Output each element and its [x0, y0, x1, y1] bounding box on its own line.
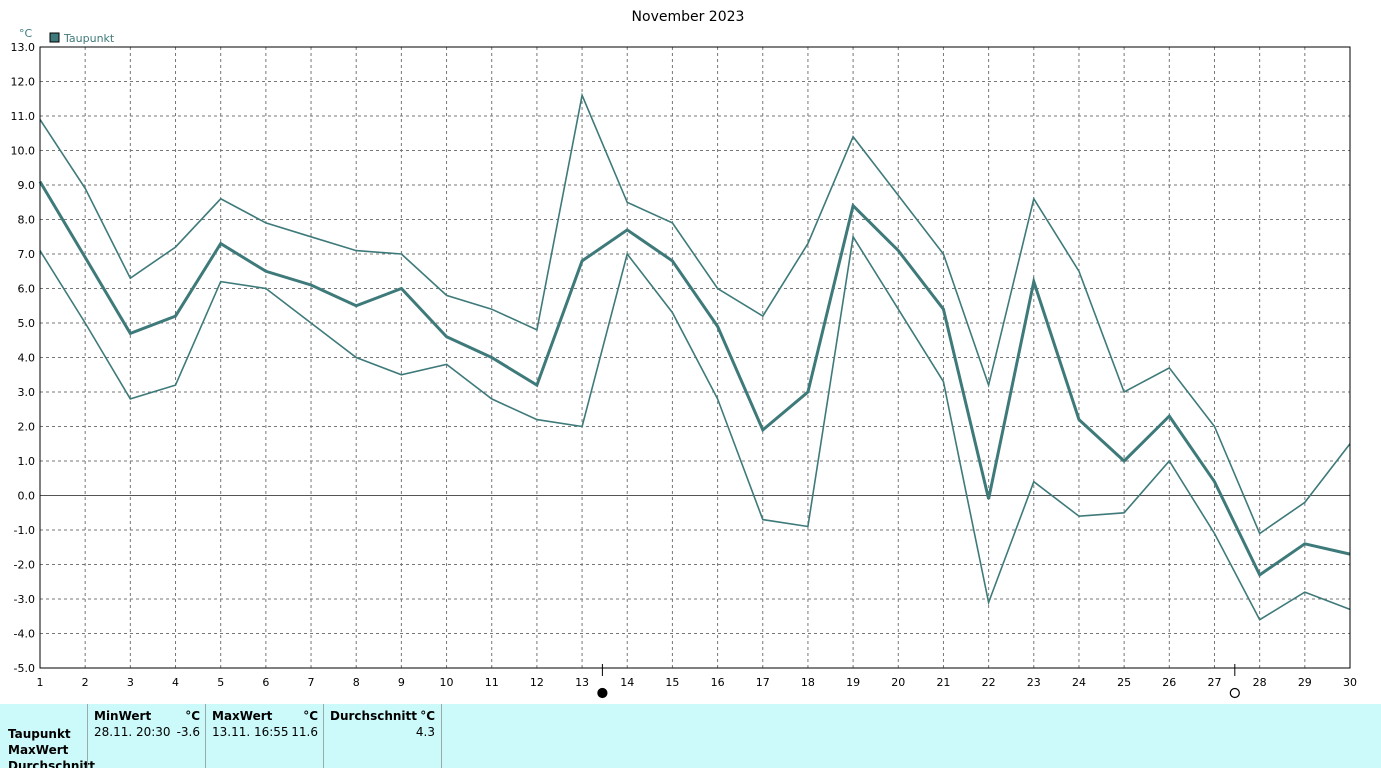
axis-ticks: 13.012.011.010.09.08.07.06.05.04.03.02.0…: [11, 41, 1358, 689]
stats-panel: Taupunkt MaxWert Durchschnitt MinWert °C …: [0, 704, 1381, 768]
x-tick-label: 10: [440, 676, 454, 689]
x-tick-label: 16: [711, 676, 725, 689]
y-tick-label: -1.0: [14, 524, 35, 537]
x-tick-label: 1: [37, 676, 44, 689]
x-tick-label: 15: [665, 676, 679, 689]
y-tick-label: 0.0: [18, 490, 36, 503]
x-tick-label: 9: [398, 676, 405, 689]
y-tick-label: 8.0: [18, 214, 36, 227]
y-tick-label: 12.0: [11, 76, 36, 89]
series-line-mean: [38, 180, 1351, 578]
max-when: 13.11. 16:55: [212, 725, 289, 739]
x-tick-label: 27: [1207, 676, 1221, 689]
x-tick-label: 12: [530, 676, 544, 689]
min-when: 28.11. 20:30: [94, 725, 171, 739]
y-tick-label: -3.0: [14, 593, 35, 606]
y-tick-label: 1.0: [18, 455, 36, 468]
stats-col-avg: Durchschnitt °C 4.3: [323, 704, 442, 768]
stats-row-labels: Taupunkt MaxWert Durchschnitt: [8, 726, 95, 768]
x-tick-label: 30: [1343, 676, 1357, 689]
full-moon-icon: [1229, 687, 1240, 699]
x-tick-label: 19: [846, 676, 860, 689]
x-tick-label: 13: [575, 676, 589, 689]
series-line-max: [39, 92, 1351, 535]
avg-unit: °C: [420, 709, 435, 723]
x-tick-label: 18: [801, 676, 815, 689]
min-unit: °C: [185, 709, 200, 723]
y-tick-label: 6.0: [18, 283, 36, 296]
y-tick-label: 3.0: [18, 386, 36, 399]
x-tick-label: 6: [262, 676, 269, 689]
x-tick-label: 22: [982, 676, 996, 689]
x-tick-label: 23: [1027, 676, 1041, 689]
max-unit: °C: [303, 709, 318, 723]
x-tick-label: 4: [172, 676, 179, 689]
y-tick-label: 2.0: [18, 421, 36, 434]
row-label-durchschnitt: Durchschnitt: [8, 759, 96, 768]
x-tick-label: 17: [756, 676, 770, 689]
y-tick-label: 5.0: [18, 317, 36, 330]
y-tick-label: 4.0: [18, 352, 36, 365]
min-value: -3.6: [176, 725, 200, 739]
grid: [40, 47, 1350, 668]
y-tick-label: 13.0: [11, 41, 36, 54]
plot-frame: [39, 46, 1351, 669]
y-tick-label: 10.0: [11, 145, 36, 158]
max-header: MaxWert: [212, 709, 273, 723]
stats-col-min: MinWert °C 28.11. 20:30 -3.6: [87, 704, 206, 768]
legend-swatch: [49, 32, 60, 43]
avg-value: 4.3: [415, 725, 435, 739]
avg-header: Durchschnitt: [330, 709, 418, 723]
max-value: 11.6: [291, 725, 318, 739]
series-line-min: [39, 234, 1351, 621]
x-tick-label: 8: [353, 676, 360, 689]
x-tick-label: 3: [127, 676, 134, 689]
x-tick-label: 24: [1072, 676, 1086, 689]
x-tick-label: 20: [891, 676, 905, 689]
stats-col-max: MaxWert °C 13.11. 16:55 11.6: [205, 704, 324, 768]
x-tick-label: 11: [485, 676, 499, 689]
x-tick-label: 28: [1253, 676, 1267, 689]
legend-label: Taupunkt: [63, 32, 115, 45]
y-tick-label: -2.0: [14, 559, 35, 572]
legend: Taupunkt: [49, 32, 115, 45]
y-tick-label: 11.0: [11, 110, 36, 123]
x-tick-label: 29: [1298, 676, 1312, 689]
moon-markers: [597, 664, 1240, 699]
y-tick-label: -4.0: [14, 628, 35, 641]
chart: November 2023 °C Taupunkt 13.012.011.010…: [11, 9, 1358, 699]
chart-title: November 2023: [632, 9, 745, 25]
x-tick-label: 21: [936, 676, 950, 689]
y-tick-label: 9.0: [18, 179, 36, 192]
x-tick-label: 25: [1117, 676, 1131, 689]
x-tick-label: 14: [620, 676, 634, 689]
row-label-maxwert: MaxWert: [8, 743, 69, 757]
y-unit-label: °C: [19, 27, 33, 40]
x-tick-label: 7: [308, 676, 315, 689]
row-label-taupunkt: Taupunkt: [8, 727, 71, 741]
min-header: MinWert: [94, 709, 152, 723]
x-tick-label: 26: [1162, 676, 1176, 689]
x-tick-label: 2: [82, 676, 89, 689]
x-tick-label: 5: [217, 676, 224, 689]
series-lines: [38, 92, 1351, 621]
y-tick-label: -5.0: [14, 662, 35, 675]
new-moon-icon: [597, 687, 608, 699]
y-tick-label: 7.0: [18, 248, 36, 261]
